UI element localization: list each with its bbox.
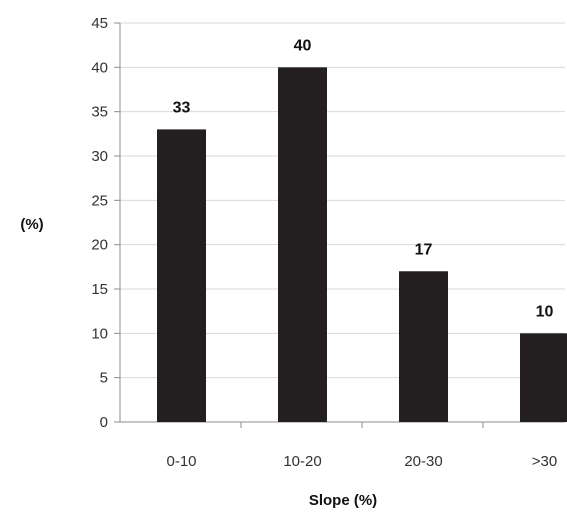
y-tick-label: 40 — [91, 59, 108, 76]
bar->30 — [520, 333, 567, 422]
data-label: 40 — [294, 37, 312, 54]
x-tick-label: 10-20 — [283, 453, 321, 470]
y-tick-label: 15 — [91, 281, 108, 298]
bar-0-10 — [157, 129, 206, 422]
bars — [157, 67, 567, 422]
bar-20-30 — [399, 271, 448, 422]
data-labels: 33 40 17 10 — [173, 37, 554, 320]
data-label: 33 — [173, 99, 191, 116]
x-tick-labels: 0-10 10-20 20-30 >30 — [166, 453, 557, 470]
y-tick-label: 45 — [91, 15, 108, 32]
y-tick-label: 10 — [91, 325, 108, 342]
y-tick-label: 5 — [100, 370, 108, 387]
x-axis-title: Slope (%) — [309, 492, 377, 509]
bar-10-20 — [278, 67, 327, 422]
x-tick-label: >30 — [532, 453, 557, 470]
y-axis-title: (%) — [20, 216, 43, 233]
x-tick-label: 0-10 — [166, 453, 196, 470]
y-tick-label: 25 — [91, 192, 108, 209]
y-tick-label: 20 — [91, 237, 108, 254]
x-tick-label: 20-30 — [404, 453, 442, 470]
y-tick-labels: 0 5 10 15 20 25 30 35 40 45 — [91, 15, 108, 431]
data-label: 10 — [536, 303, 554, 320]
y-tick-label: 0 — [100, 414, 108, 431]
y-tick-label: 35 — [91, 104, 108, 121]
data-label: 17 — [415, 241, 433, 258]
y-tick-label: 30 — [91, 148, 108, 165]
